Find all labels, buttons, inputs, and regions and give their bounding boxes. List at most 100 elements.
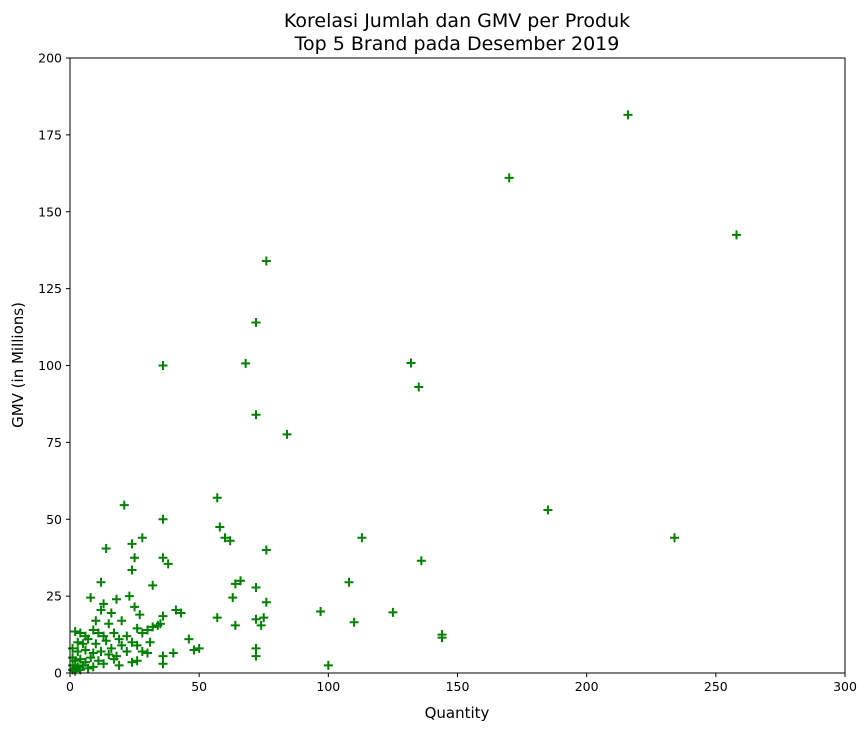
- data-point: [96, 577, 106, 587]
- x-axis: 0 50 100 150 200 250 300: [66, 673, 857, 694]
- data-point: [504, 173, 514, 183]
- y-tick-label: 25: [46, 589, 62, 604]
- data-point: [99, 659, 109, 669]
- data-point: [416, 556, 426, 566]
- data-point: [230, 579, 240, 589]
- data-point: [256, 620, 266, 630]
- data-point: [212, 493, 222, 503]
- data-point: [101, 543, 111, 553]
- data-point: [344, 577, 354, 587]
- data-point: [414, 382, 424, 392]
- data-point: [83, 634, 93, 644]
- data-point: [171, 605, 181, 615]
- data-point: [122, 631, 132, 641]
- y-tick-label: 175: [38, 127, 62, 142]
- data-point: [130, 553, 140, 563]
- data-point: [158, 611, 168, 621]
- chart-title-line-2: Top 5 Brand pada Desember 2019: [294, 33, 620, 55]
- data-point: [109, 628, 119, 638]
- data-point: [127, 539, 137, 549]
- data-point: [88, 625, 98, 635]
- data-point: [158, 659, 168, 669]
- data-point: [132, 640, 142, 650]
- data-point: [122, 646, 132, 656]
- data-point: [117, 640, 127, 650]
- data-point: [168, 648, 178, 658]
- data-point: [91, 639, 101, 649]
- data-point: [148, 622, 158, 632]
- data-point: [70, 656, 80, 666]
- data-point: [148, 580, 158, 590]
- y-tick-label: 75: [46, 435, 62, 450]
- data-point: [70, 626, 80, 636]
- y-tick-label: 100: [38, 358, 62, 373]
- data-point: [163, 559, 173, 569]
- data-point: [93, 656, 103, 666]
- data-point: [282, 429, 292, 439]
- data-point: [158, 514, 168, 524]
- x-axis-label: Quantity: [425, 704, 490, 722]
- data-point: [88, 662, 98, 672]
- data-point: [124, 591, 134, 601]
- data-point: [78, 639, 88, 649]
- x-tick-label: 300: [833, 679, 857, 694]
- data-point: [73, 637, 83, 647]
- data-point: [143, 625, 152, 635]
- data-point: [543, 505, 553, 515]
- data-point: [127, 565, 137, 575]
- data-point: [261, 545, 271, 555]
- data-point: [357, 533, 367, 543]
- data-point: [117, 616, 127, 626]
- data-point: [251, 614, 261, 624]
- data-point: [437, 633, 447, 643]
- data-point: [78, 660, 88, 670]
- x-tick-label: 0: [66, 679, 74, 694]
- x-tick-label: 200: [575, 679, 599, 694]
- data-point: [91, 616, 101, 626]
- data-point: [99, 599, 109, 609]
- data-point: [93, 628, 103, 638]
- data-point: [251, 317, 261, 327]
- data-point: [137, 628, 147, 638]
- data-point: [316, 607, 326, 616]
- data-point: [86, 593, 96, 603]
- data-point: [130, 602, 140, 612]
- data-point: [241, 358, 251, 368]
- chart-title-line-1: Korelasi Jumlah dan GMV per Produk: [284, 10, 630, 32]
- y-tick-label: 0: [54, 666, 62, 681]
- data-point: [96, 646, 106, 656]
- data-point: [101, 636, 111, 646]
- data-point: [230, 620, 240, 630]
- data-point: [106, 643, 116, 653]
- data-point: [153, 620, 163, 630]
- data-point: [83, 663, 93, 673]
- data-point: [220, 533, 230, 543]
- data-point: [323, 660, 333, 670]
- y-tick-label: 125: [38, 281, 62, 296]
- x-tick-label: 250: [704, 679, 728, 694]
- axes-frame: [69, 57, 846, 674]
- data-point: [236, 576, 245, 586]
- data-point: [184, 634, 194, 644]
- data-point: [114, 660, 124, 670]
- x-tick-label: 100: [316, 679, 340, 694]
- data-point: [119, 500, 129, 510]
- plot-area: [68, 110, 741, 676]
- data-point: [70, 666, 80, 676]
- data-point: [388, 607, 398, 617]
- data-point: [251, 583, 261, 593]
- data-point: [106, 608, 116, 618]
- data-point: [732, 230, 741, 240]
- data-point: [86, 653, 96, 663]
- data-point: [623, 110, 633, 120]
- data-point: [104, 650, 114, 660]
- y-axis: 0 25 50 75 100 125 150 175 200: [38, 51, 70, 681]
- data-point: [259, 613, 269, 623]
- data-point: [158, 651, 168, 661]
- data-point: [127, 637, 137, 647]
- data-point: [670, 533, 679, 543]
- data-point: [137, 533, 147, 543]
- y-tick-label: 150: [38, 204, 62, 219]
- data-point: [251, 410, 261, 420]
